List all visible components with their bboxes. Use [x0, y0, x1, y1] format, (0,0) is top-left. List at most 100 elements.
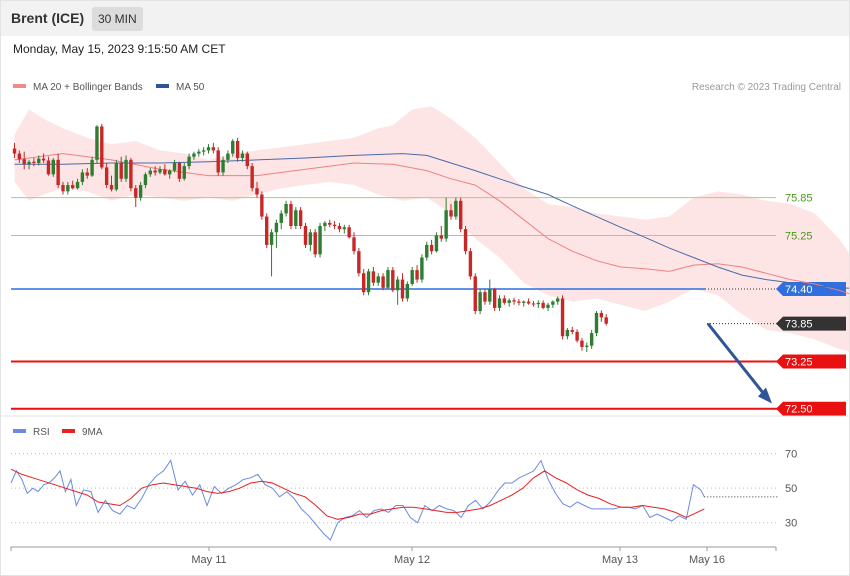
candle-body	[158, 169, 162, 173]
rsi-legend-label: 9MA	[82, 427, 103, 438]
candle-body	[197, 151, 201, 154]
candle-body	[221, 159, 225, 173]
candle-body	[279, 213, 283, 223]
candle-body	[303, 226, 308, 245]
pivot-tag	[776, 282, 846, 296]
candle-body	[468, 251, 473, 277]
candle-body	[163, 169, 167, 175]
candle-body	[589, 333, 594, 346]
candle-body	[153, 170, 157, 173]
candle-body	[492, 289, 497, 308]
candle-body	[187, 156, 191, 167]
chart-datetime: Monday, May 15, 2023 9:15:50 AM CET	[13, 42, 226, 56]
candle-body	[66, 185, 70, 192]
candle-body	[216, 150, 220, 173]
legend-label: MA 50	[176, 82, 205, 93]
candle-body	[80, 172, 85, 182]
candle-body	[556, 298, 560, 302]
legend-label: MA 20 + Bollinger Bands	[33, 82, 143, 93]
legend-swatch	[156, 84, 169, 88]
candle-body	[245, 153, 249, 167]
candle-body	[235, 140, 240, 158]
candle-body	[240, 153, 245, 158]
candle-body	[168, 170, 172, 175]
candle-body	[17, 153, 22, 160]
resistance-label: 75.85	[785, 193, 813, 205]
candle-body	[313, 232, 317, 255]
rsi-tick-label: 70	[785, 449, 797, 461]
candle-body	[502, 298, 507, 303]
candle-body	[585, 345, 589, 347]
candle-body	[129, 159, 133, 189]
candle-body	[352, 237, 356, 252]
support-label: 72.50	[785, 404, 813, 416]
candle-body	[206, 147, 211, 151]
candle-body	[376, 276, 380, 283]
candle-body	[517, 301, 521, 303]
candle-body	[260, 194, 264, 217]
candle-body	[575, 331, 579, 341]
ma50-line	[14, 153, 850, 289]
candle-body	[71, 185, 75, 189]
candle-body	[274, 222, 279, 233]
candle-body	[265, 216, 269, 245]
candle-body	[478, 292, 482, 312]
candle-body	[12, 148, 17, 154]
rsi-tick-label: 50	[785, 483, 797, 495]
candle-body	[27, 161, 31, 165]
rsi-line	[10, 459, 705, 541]
candle-body	[565, 329, 570, 337]
candle-body	[400, 279, 405, 299]
candle-body	[109, 185, 114, 190]
candle-body	[226, 153, 230, 160]
candle-body	[172, 163, 177, 171]
candle-body	[318, 226, 322, 255]
candle-body	[357, 251, 361, 274]
candle-body	[231, 140, 235, 154]
research-credit: Research © 2023 Trading Central	[692, 82, 841, 93]
candle-body	[454, 200, 458, 217]
candle-body	[114, 163, 119, 190]
candle-body	[459, 200, 463, 230]
candle-body	[323, 222, 327, 226]
candle-body	[255, 188, 259, 195]
candle-body	[250, 166, 254, 189]
candle-body	[444, 210, 448, 239]
candle-body	[381, 276, 385, 288]
candle-body	[599, 312, 604, 318]
candle-body	[32, 161, 36, 163]
candle-body	[536, 302, 540, 305]
candle-body	[488, 289, 492, 302]
candle-body	[342, 227, 346, 230]
candle-body	[405, 283, 410, 299]
candle-body	[507, 300, 511, 303]
rsi-legend-label: RSI	[33, 427, 50, 438]
candle-body	[104, 167, 109, 186]
forecast-arrow	[706, 322, 768, 398]
last-price-label: 73.85	[785, 319, 813, 331]
candle-body	[41, 158, 46, 161]
x-tick-label: May 13	[602, 554, 638, 566]
candle-body	[46, 160, 51, 175]
candle-body	[124, 159, 128, 179]
candle-body	[526, 301, 531, 304]
candle-body	[75, 181, 80, 189]
candle-body	[371, 271, 376, 283]
ma20-line	[14, 153, 850, 295]
timeframe-button[interactable]: 30 MIN	[92, 7, 143, 31]
rsi-legend-swatch	[62, 429, 75, 433]
candle-body	[415, 270, 419, 280]
candle-body	[143, 174, 148, 186]
candle-body	[51, 159, 55, 175]
candle-body	[541, 302, 545, 308]
candle-body	[546, 304, 550, 308]
support-tag	[776, 354, 846, 369]
candle-body	[522, 301, 526, 303]
candle-body	[192, 153, 196, 157]
candle-body	[410, 270, 414, 284]
candle-body	[429, 244, 434, 252]
rsi-tick-label: 30	[785, 518, 797, 530]
candle-body	[434, 235, 439, 252]
candle-body	[22, 159, 26, 165]
candle-body	[337, 226, 342, 230]
